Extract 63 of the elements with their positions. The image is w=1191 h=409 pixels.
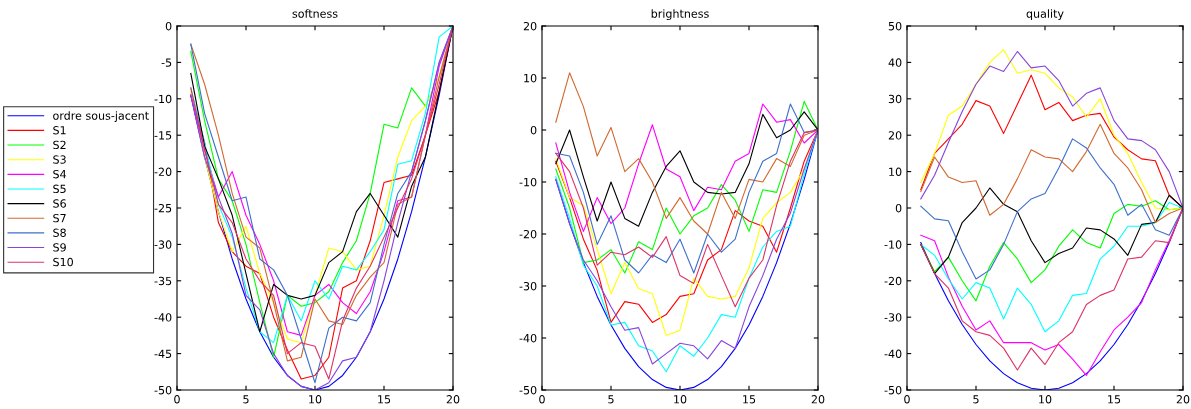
x-tick-label: 15 bbox=[378, 395, 391, 404]
chart-title: softness bbox=[292, 9, 338, 18]
y-tick-label: -50 bbox=[884, 385, 902, 395]
y-tick-label: -20 bbox=[884, 276, 902, 286]
legend-label: S6 bbox=[53, 199, 66, 208]
y-tick-label: 50 bbox=[888, 21, 902, 31]
x-tick-label: 0 bbox=[174, 395, 180, 404]
x-tick-label: 20 bbox=[1176, 395, 1190, 404]
legend-label: S1 bbox=[53, 126, 66, 135]
y-tick-label: -15 bbox=[154, 131, 172, 140]
x-tick-label: 5 bbox=[973, 395, 979, 404]
y-tick-label: -20 bbox=[154, 167, 172, 176]
x-tick-label: 5 bbox=[608, 395, 614, 404]
y-tick-label: 10 bbox=[524, 73, 537, 83]
y-tick-label: -30 bbox=[154, 240, 172, 249]
y-tick-label: -50 bbox=[519, 385, 537, 395]
y-tick-label: -25 bbox=[154, 203, 172, 213]
line-series bbox=[920, 201, 1183, 333]
y-tick-label: -50 bbox=[154, 385, 172, 395]
y-tick-label: 0 bbox=[895, 203, 902, 213]
legend-label: ordre sous-jacent bbox=[53, 111, 149, 122]
y-tick-label: 40 bbox=[888, 58, 902, 67]
x-tick-label: 10 bbox=[309, 395, 322, 404]
line-series bbox=[555, 72, 818, 235]
x-tick-label: 0 bbox=[904, 395, 910, 404]
x-tick-label: 15 bbox=[743, 395, 756, 404]
x-tick-label: 10 bbox=[1039, 395, 1052, 404]
y-tick-label: -35 bbox=[154, 276, 172, 286]
x-tick-label: 10 bbox=[674, 395, 687, 404]
y-tick-label: -10 bbox=[154, 94, 172, 104]
y-tick-label: -40 bbox=[154, 313, 172, 322]
legend-label: S2 bbox=[53, 140, 66, 150]
chart-title: quality bbox=[1026, 9, 1064, 20]
y-tick-label: 0 bbox=[165, 21, 172, 31]
y-tick-label: 20 bbox=[523, 21, 537, 31]
line-series bbox=[920, 138, 1183, 280]
y-tick-label: -30 bbox=[884, 313, 902, 322]
y-tick-label: -40 bbox=[884, 349, 902, 358]
legend-label: S4 bbox=[53, 169, 67, 179]
y-tick-label: 20 bbox=[888, 131, 902, 140]
y-tick-label: -40 bbox=[519, 333, 537, 343]
legend-label: S9 bbox=[53, 243, 66, 252]
x-tick-label: 0 bbox=[539, 395, 545, 404]
chart-title: brightness bbox=[651, 9, 709, 20]
y-tick-label: 10 bbox=[889, 167, 902, 176]
legend-label: S7 bbox=[53, 213, 66, 223]
y-tick-label: -20 bbox=[519, 229, 537, 239]
y-tick-label: -10 bbox=[884, 240, 902, 249]
y-tick-label: 30 bbox=[888, 94, 902, 104]
y-tick-label: -5 bbox=[161, 58, 172, 67]
line-series bbox=[920, 123, 1183, 224]
y-tick-label: -30 bbox=[519, 281, 537, 291]
y-tick-label: -45 bbox=[154, 349, 172, 358]
x-tick-label: 20 bbox=[811, 395, 825, 404]
x-tick-label: 20 bbox=[446, 395, 460, 404]
x-tick-label: 15 bbox=[1108, 395, 1121, 404]
legend-label: S8 bbox=[53, 228, 66, 237]
legend-label: S5 bbox=[53, 184, 66, 194]
legend-label: S3 bbox=[53, 155, 66, 164]
y-tick-label: -10 bbox=[519, 177, 537, 187]
y-tick-label: 0 bbox=[530, 125, 537, 135]
x-tick-label: 5 bbox=[243, 395, 249, 404]
legend-label: S10 bbox=[53, 257, 73, 267]
